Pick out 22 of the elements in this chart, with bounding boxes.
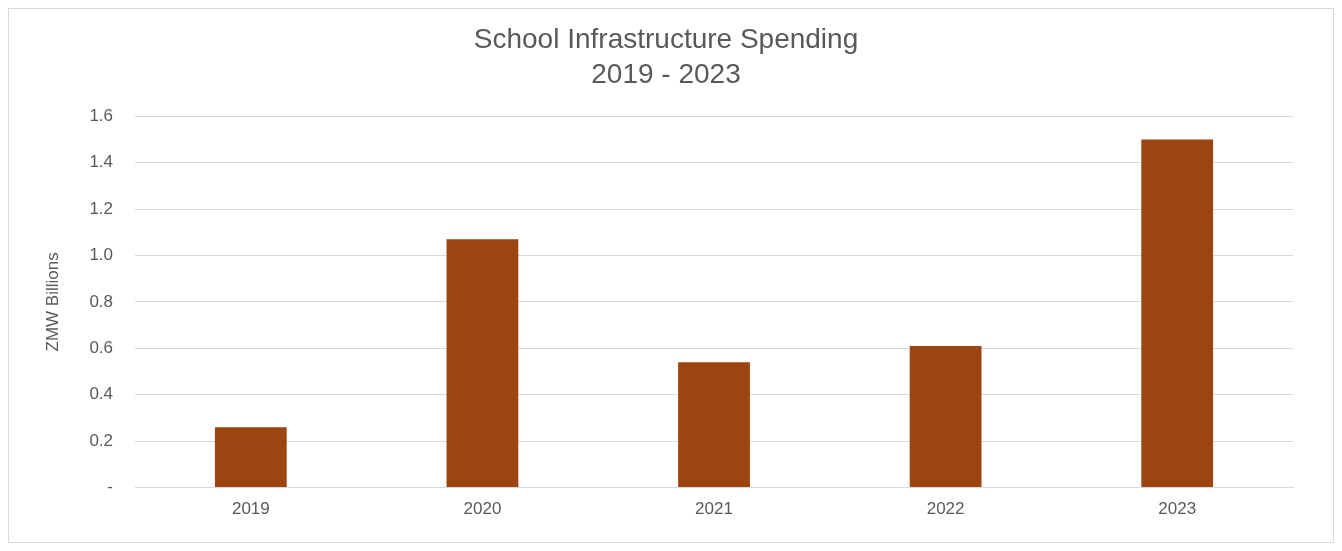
x-tick-label: 2020	[463, 499, 502, 519]
x-tick-label: 2022	[926, 499, 965, 519]
y-tick-label: 1.0	[89, 245, 114, 265]
x-tick-label: 2019	[231, 499, 270, 519]
y-tick-label: 1.2	[89, 198, 114, 218]
y-tick-label: 0.4	[89, 384, 114, 404]
y-tick-label: 0.8	[89, 291, 114, 311]
y-tick-label: 0.6	[89, 338, 114, 358]
y-tick-label: -	[107, 477, 114, 497]
bar	[678, 362, 750, 488]
x-tick-label: 2021	[695, 499, 733, 519]
bar	[1141, 139, 1214, 488]
chart-subtitle: 2019 - 2023	[591, 58, 741, 90]
y-tick-label: 1.6	[89, 105, 114, 125]
chart-title: School Infrastructure Spending	[473, 22, 859, 54]
y-tick-label: 1.4	[89, 152, 114, 172]
bar	[909, 346, 982, 488]
bar	[214, 427, 287, 488]
y-tick-label: 0.2	[89, 430, 114, 450]
bar	[446, 239, 519, 488]
x-tick-label: 2023	[1158, 499, 1197, 519]
y-axis-title: ZMW Billions	[42, 252, 62, 352]
